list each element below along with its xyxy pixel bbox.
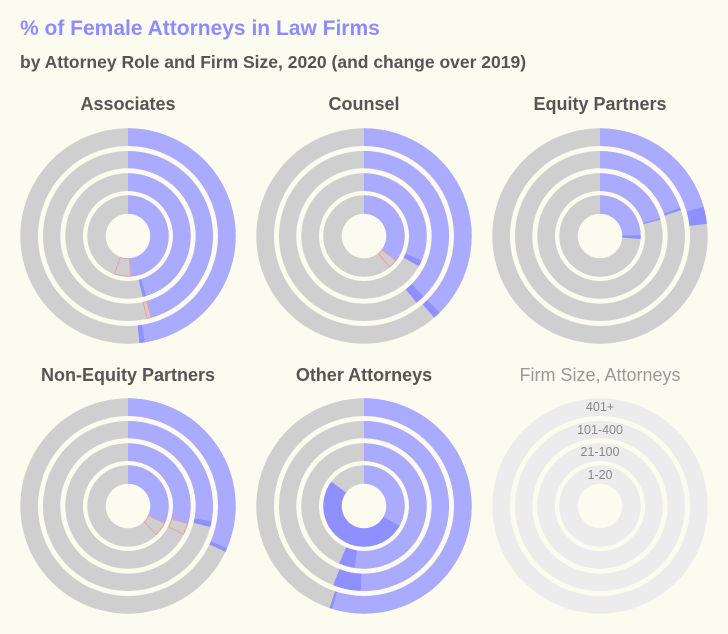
ring-value-21-100 <box>128 173 191 296</box>
ring-increase-1-20 <box>622 234 641 240</box>
legend-label-101-400: 101-400 <box>577 423 623 437</box>
ring-increase-101-400 <box>193 518 212 528</box>
ring-increase-21-100 <box>339 547 358 568</box>
ring-decrease-21-100 <box>167 518 189 535</box>
panel-title-counsel: Counsel <box>328 94 399 114</box>
ring-value-101-400 <box>364 151 449 297</box>
ring-value-21-100 <box>128 443 191 524</box>
ring-increase-1-20 <box>323 481 400 547</box>
ring-value-21-100 <box>354 443 427 569</box>
legend-label-1-20: 1-20 <box>587 468 612 482</box>
panel-counsel <box>256 128 472 344</box>
ring-increase-21-100 <box>643 218 661 225</box>
ring-increase-401+ <box>329 591 338 609</box>
ring-value-401+ <box>332 398 472 614</box>
ring-increase-401+ <box>209 541 228 552</box>
ring-value-101-400 <box>600 151 681 214</box>
ring-value-401+ <box>364 128 472 313</box>
ring-decrease-1-20 <box>143 515 166 536</box>
ring-value-1-20 <box>128 465 169 524</box>
ring-increase-21-100 <box>138 279 147 297</box>
ring-value-101-400 <box>128 151 213 318</box>
ring-increase-401+ <box>686 206 708 226</box>
ring-value-1-20 <box>600 195 641 236</box>
ring-value-101-400 <box>128 421 214 522</box>
legend-title: Firm Size, Attorneys <box>519 365 680 385</box>
ring-increase-101-400 <box>333 569 362 591</box>
panel-other-attorneys <box>256 398 472 614</box>
ring-value-401+ <box>128 128 236 343</box>
chart-subtitle: by Attorney Role and Firm Size, 2020 (an… <box>20 52 527 72</box>
ring-value-21-100 <box>364 173 427 261</box>
ring-increase-401+ <box>137 324 145 344</box>
ring-decrease-1-20 <box>377 249 397 268</box>
panel-equity-partners <box>492 128 708 344</box>
ring-value-21-100 <box>600 173 661 224</box>
chart-title: % of Female Attorneys in Law Firms <box>20 17 380 40</box>
panel-title-other-attorneys: Other Attorneys <box>296 365 432 385</box>
ring-value-1-20 <box>128 195 169 277</box>
ring-decrease-101-400 <box>142 300 152 319</box>
ring-decrease-1-20 <box>113 256 132 277</box>
legend-ring-0 <box>559 465 641 547</box>
panel-title-associates: Associates <box>80 94 175 114</box>
ring-value-1-20 <box>364 195 405 261</box>
panel-non-equity-partners <box>20 398 236 614</box>
ring-increase-401+ <box>422 300 440 318</box>
legend-rings <box>492 398 708 614</box>
ring-increase-101-400 <box>663 207 682 216</box>
panel-associates <box>20 128 236 344</box>
ring-value-101-400 <box>360 421 450 591</box>
ring-value-401+ <box>600 128 704 212</box>
legend-label-401plus: 401+ <box>586 400 614 414</box>
ring-increase-21-100 <box>403 253 422 267</box>
ring-increase-101-400 <box>405 284 424 303</box>
legend-ring-1 <box>537 443 663 569</box>
ring-value-401+ <box>128 398 236 549</box>
ring-value-1-20 <box>364 465 405 526</box>
panel-title-equity-partners: Equity Partners <box>533 94 666 114</box>
legend-label-21-100: 21-100 <box>581 445 620 459</box>
panel-title-non-equity-partners: Non-Equity Partners <box>41 365 215 385</box>
